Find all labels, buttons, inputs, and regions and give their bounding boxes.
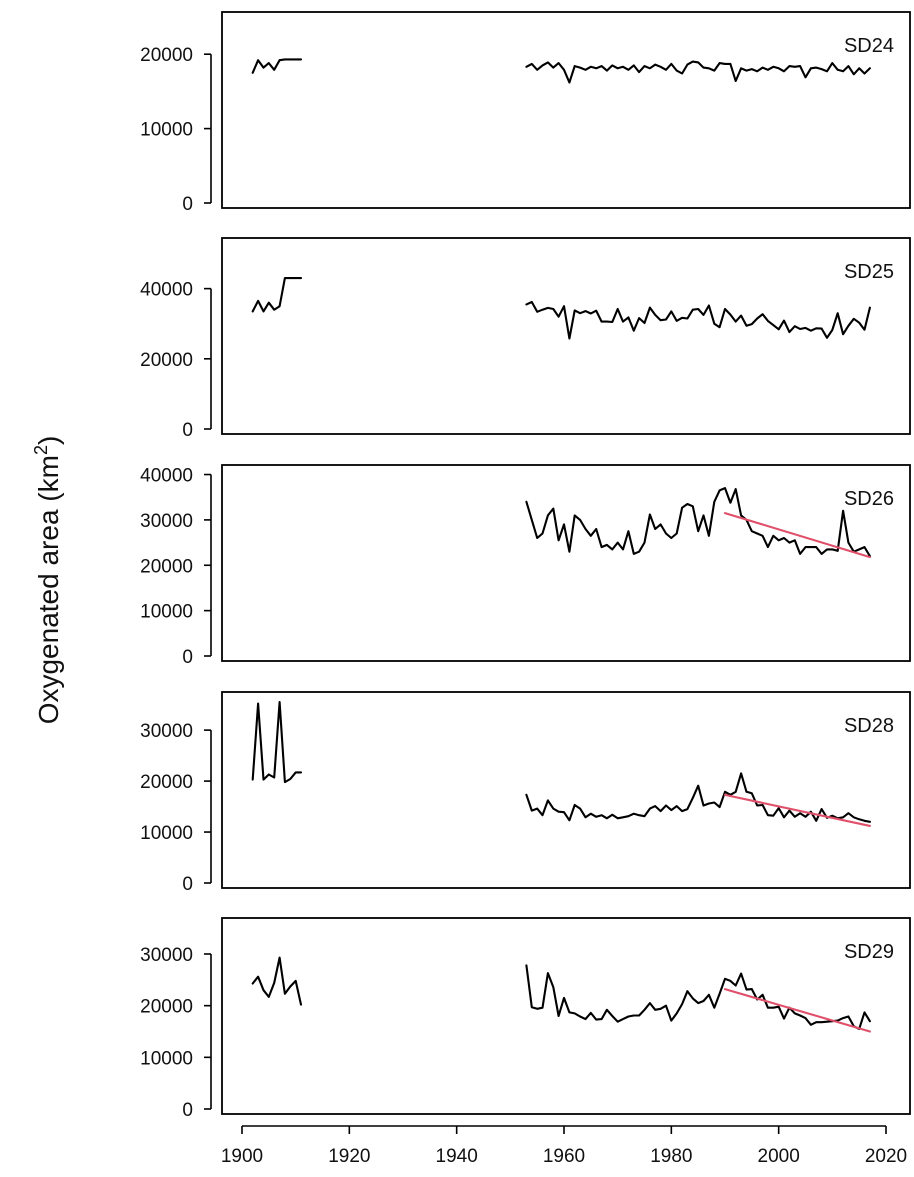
- y-tick-label: 30000: [140, 945, 193, 966]
- trend-line: [723, 988, 871, 1033]
- x-axis: 1900 1920 1940 1960 1980 2000 2020: [221, 1125, 907, 1167]
- series-line: [525, 487, 871, 558]
- panel-label: SD24: [844, 35, 894, 57]
- y-tick-label: 10000: [140, 602, 193, 623]
- y-tick-label: 20000: [140, 350, 193, 371]
- series-line: [525, 964, 871, 1030]
- trend-line: [723, 793, 871, 827]
- panel-frame: [221, 917, 911, 1115]
- series-line: [525, 772, 871, 823]
- y-tick-label: 20000: [140, 772, 193, 793]
- x-tick-label: 1980: [650, 1146, 692, 1167]
- y-tick-label: 30000: [140, 511, 193, 532]
- panel-label: SD26: [844, 488, 894, 510]
- x-tick-label: 1960: [543, 1146, 585, 1167]
- y-axis-label: Oxygenated area (km2): [31, 436, 64, 725]
- panel-sd25: 0 20000 40000 SD25: [140, 237, 911, 441]
- y-tick-label: 10000: [140, 120, 193, 141]
- x-tick-label: 1940: [436, 1146, 478, 1167]
- panel-sd24: 0 10000 20000 SD24: [140, 11, 911, 215]
- y-tick-label: 0: [182, 647, 193, 668]
- panels: 0 10000 20000 SD24 0 20000 40000 SD25 0 10000 2000…: [140, 11, 911, 1121]
- panel-label: SD25: [844, 261, 894, 283]
- y-tick-label: 10000: [140, 1048, 193, 1069]
- x-tick-label: 2020: [865, 1146, 907, 1167]
- series-line: [525, 60, 871, 84]
- series-line: [251, 701, 303, 784]
- panel-sd26: 0 10000 20000 30000 40000 SD26: [140, 464, 911, 668]
- y-tick-label: 30000: [140, 721, 193, 742]
- x-tick-label: 1900: [221, 1146, 263, 1167]
- series-line: [251, 956, 303, 1006]
- y-tick-label: 0: [182, 874, 193, 895]
- panel-sd28: 0 10000 20000 30000 SD28: [140, 691, 911, 895]
- y-tick-label: 0: [182, 194, 193, 215]
- y-tick-label: 0: [182, 1100, 193, 1121]
- y-axis-label-superscript: 2: [31, 445, 51, 455]
- y-tick-label: 10000: [140, 823, 193, 844]
- y-tick-label: 20000: [140, 556, 193, 577]
- x-tick-label: 1920: [328, 1146, 370, 1167]
- panel-label: SD29: [844, 941, 894, 963]
- series-line: [251, 58, 303, 74]
- series-line: [525, 300, 871, 340]
- panel-frame: [221, 237, 911, 435]
- panel-frame: [221, 691, 911, 889]
- panel-frame: [221, 11, 911, 209]
- panel-frame: [221, 464, 911, 662]
- series-line: [251, 277, 303, 313]
- panel-sd29: 0 10000 20000 30000 SD29: [140, 917, 911, 1121]
- x-tick-label: 2000: [758, 1146, 800, 1167]
- y-tick-label: 20000: [140, 997, 193, 1018]
- y-tick-label: 0: [182, 420, 193, 441]
- panel-label: SD28: [844, 715, 894, 737]
- y-axis-label-close: ): [33, 436, 64, 445]
- y-tick-label: 20000: [140, 45, 193, 66]
- y-axis-label-main: Oxygenated area (km: [33, 455, 64, 724]
- trend-line: [723, 512, 871, 559]
- y-tick-label: 40000: [140, 466, 193, 487]
- y-tick-label: 40000: [140, 280, 193, 301]
